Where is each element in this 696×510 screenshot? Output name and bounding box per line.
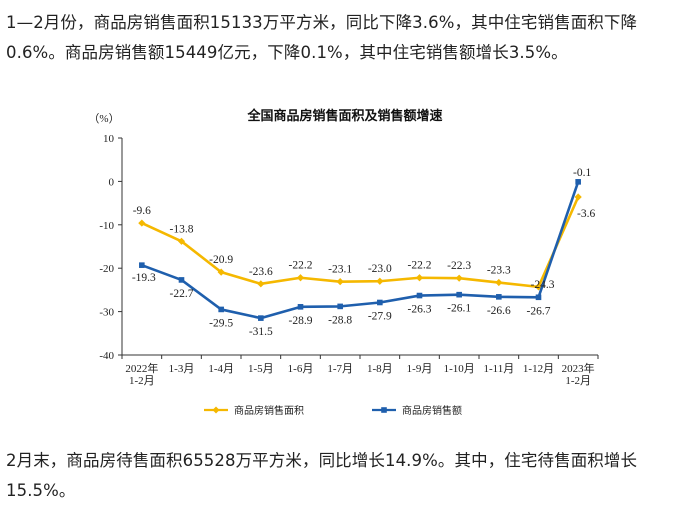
data-point-square — [575, 179, 581, 185]
y-tick-label: -40 — [99, 350, 114, 362]
x-tick-label: 1-10月 — [444, 363, 475, 375]
data-point-square — [496, 294, 502, 300]
legend-label: 商品房销售额 — [402, 404, 462, 417]
data-label-sales-area: -22.2 — [408, 260, 432, 272]
data-label-sales-area: -23.1 — [328, 264, 352, 276]
data-point-square — [178, 277, 185, 283]
x-tick-label: 1-8月 — [367, 363, 393, 375]
chart-title: 全国商品房销售面积及销售额增速 — [246, 108, 442, 124]
y-tick-label: 0 — [109, 176, 115, 188]
data-point-square — [218, 306, 224, 313]
data-label-sales-amount: -28.8 — [328, 314, 352, 326]
data-label-sales-amount: -28.9 — [289, 315, 313, 327]
intro-paragraph: 1—2月份，商品房销售面积15133万平方米，同比下降3.6%，其中住宅销售面积… — [6, 13, 638, 62]
data-point-diamond — [138, 219, 146, 227]
data-label-sales-amount: -27.9 — [368, 310, 392, 322]
data-point-square — [416, 292, 423, 299]
data-label-sales-area: -23.0 — [368, 263, 392, 275]
x-tick-label: 1-12月 — [523, 363, 554, 375]
data-point-square — [456, 291, 462, 298]
x-tick-label: 1-2月 — [565, 375, 591, 387]
data-point-square — [377, 299, 383, 306]
data-label-sales-area: -24.3 — [531, 279, 555, 291]
data-point-diamond — [415, 274, 424, 282]
data-label-sales-amount: -26.3 — [408, 304, 432, 316]
chart-axes: 10 0 -10 -20 -30 -40 — [99, 133, 599, 362]
y-axis-unit: （%） — [88, 112, 119, 125]
x-tick-label: 1-5月 — [248, 363, 274, 375]
data-label-sales-amount: -29.5 — [209, 317, 233, 329]
x-tick-label: 1-9月 — [407, 363, 433, 375]
legend-marker-square — [381, 407, 387, 413]
data-label-sales-area: -13.8 — [170, 223, 194, 235]
data-point-diamond — [455, 274, 463, 282]
y-tick-label: 10 — [103, 133, 115, 145]
data-label-sales-amount: -26.6 — [487, 305, 511, 317]
x-tick-label: 2022年 — [125, 361, 158, 375]
data-label-sales-amount: -31.5 — [249, 326, 273, 338]
data-point-diamond — [376, 277, 384, 285]
series-line-sales-amount — [141, 181, 580, 320]
data-label-sales-amount: -19.3 — [132, 272, 156, 284]
x-tick-label: 1-7月 — [327, 363, 353, 375]
data-label-sales-area: -22.2 — [289, 260, 313, 272]
data-point-square — [258, 315, 264, 321]
data-label-sales-area: -22.3 — [447, 260, 471, 272]
x-tick-label: 2023年 — [562, 361, 595, 375]
inventory-paragraph: 2月末，商品房待售面积65528万平方米，同比增长14.9%。其中，住宅待售面积… — [6, 451, 638, 500]
legend-marker-diamond — [212, 406, 220, 414]
x-tick-label: 1-3月 — [169, 363, 195, 375]
chart-legend: 商品房销售面积 商品房销售额 — [204, 404, 462, 417]
data-label-sales-area: -9.6 — [133, 205, 151, 217]
y-tick-label: -20 — [99, 263, 114, 275]
data-point-square — [297, 304, 304, 310]
x-tick-label: 1-11月 — [483, 363, 514, 375]
y-tick-label: -10 — [99, 220, 114, 232]
data-point-diamond — [177, 237, 186, 245]
data-label-sales-area: -23.6 — [249, 266, 273, 278]
data-label-sales-area: -20.9 — [209, 254, 233, 266]
data-point-diamond — [296, 274, 305, 282]
data-label-sales-amount: -0.1 — [573, 167, 591, 179]
sales-growth-chart: 全国商品房销售面积及销售额增速 （%） 10 0 -10 -20 -30 -40 -9.6… — [88, 108, 599, 417]
x-tick-label: 1-2月 — [129, 375, 155, 387]
x-tick-label: 1-6月 — [288, 363, 314, 375]
data-label-sales-amount: -26.1 — [447, 303, 471, 315]
series-line-sales-area — [141, 196, 580, 289]
data-labels: -9.6 -13.8 -20.9 -23.6 -22.2 -23.1 -23.0 -22.2 -… — [132, 167, 596, 338]
data-label-sales-area: -3.6 — [577, 208, 595, 220]
x-tick-label: 1-4月 — [208, 363, 234, 375]
series-lines — [138, 179, 582, 321]
data-label-sales-area: -23.3 — [487, 265, 511, 277]
data-label-sales-amount: -22.7 — [170, 288, 194, 300]
data-point-square — [337, 303, 343, 310]
data-label-sales-amount: -26.7 — [527, 305, 551, 317]
data-point-diamond — [336, 278, 344, 286]
data-point-diamond — [495, 278, 503, 287]
legend-label: 商品房销售面积 — [234, 404, 304, 417]
data-point-square — [139, 262, 145, 268]
data-point-diamond — [257, 280, 265, 288]
data-point-square — [535, 294, 542, 301]
y-tick-label: -30 — [99, 307, 114, 319]
data-point-diamond — [574, 193, 582, 201]
